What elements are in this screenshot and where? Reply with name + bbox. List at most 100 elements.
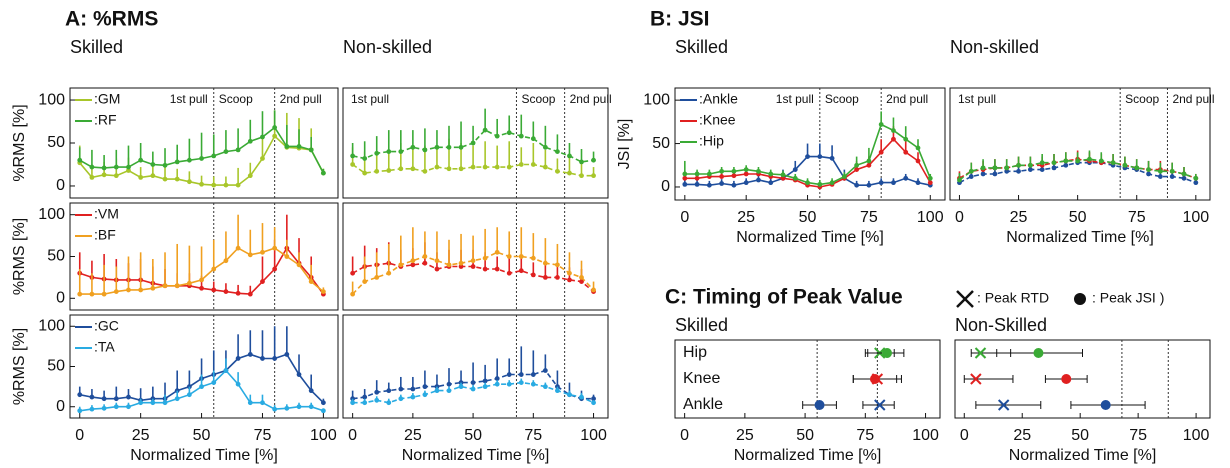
data-point <box>542 164 548 170</box>
data-point <box>579 279 584 284</box>
x-tick-label: 25 <box>404 427 422 444</box>
marker-cross <box>874 399 886 411</box>
data-point <box>296 144 302 149</box>
data-point <box>235 245 241 251</box>
data-point <box>272 245 278 251</box>
data-point <box>494 249 500 255</box>
series: :Ankle <box>680 91 933 188</box>
data-point <box>542 144 548 150</box>
x-tick-label: 50 <box>464 427 482 444</box>
data-point <box>518 380 524 385</box>
plot-frame <box>69 87 339 199</box>
data-point <box>731 168 737 174</box>
legend-label: :Ankle <box>699 91 738 107</box>
cross-stroke <box>874 399 886 411</box>
data-point <box>682 181 688 187</box>
data-point <box>386 149 392 154</box>
data-point <box>482 127 488 133</box>
panel-title: A: %RMS <box>65 8 158 31</box>
data-point <box>223 368 229 373</box>
data-point <box>1063 158 1069 164</box>
y-tick-label: 50 <box>47 134 65 151</box>
x-tick-label: 75 <box>860 209 878 226</box>
data-point <box>743 171 749 177</box>
data-point <box>915 180 921 186</box>
data-point <box>470 386 476 392</box>
panel: A: %RMS Skilled 1st pull Scoop 2nd pull 0 50 10… <box>11 8 339 199</box>
data-point <box>386 270 392 276</box>
data-point <box>579 159 584 165</box>
y-tick-label: 50 <box>47 358 65 375</box>
data-point <box>398 166 404 172</box>
data-point <box>284 144 290 149</box>
data-point <box>482 266 488 272</box>
data-point <box>272 406 278 412</box>
data-point <box>518 254 524 259</box>
data-point <box>579 274 584 280</box>
data-point <box>186 280 192 286</box>
data-point <box>854 162 860 168</box>
data-point <box>272 356 278 361</box>
data-point <box>320 170 326 176</box>
marker-dot <box>882 348 892 358</box>
data-point <box>768 180 774 186</box>
data-point <box>186 392 192 398</box>
data-point <box>530 255 536 261</box>
data-point <box>555 168 560 174</box>
legend-symbol <box>956 290 974 308</box>
x-tick-label: 0 <box>960 427 969 444</box>
y-tick-label: 50 <box>47 248 65 265</box>
legend-label: :RF <box>94 112 117 128</box>
data-point <box>1193 175 1199 181</box>
series: : Peak JSI ) <box>802 290 1164 410</box>
data-point <box>506 130 512 136</box>
data-point <box>567 392 572 398</box>
data-point <box>446 144 452 150</box>
data-point <box>530 381 536 387</box>
data-point <box>458 264 464 269</box>
series <box>963 347 1042 411</box>
data-point <box>915 145 921 151</box>
x-tick-label: 0 <box>348 427 357 444</box>
data-point <box>805 180 810 186</box>
data-point <box>470 264 476 269</box>
data-point <box>199 285 204 291</box>
data-point <box>780 172 786 178</box>
data-point <box>101 396 107 402</box>
data-point <box>530 136 536 142</box>
x-tick-label: 50 <box>799 209 817 226</box>
panel: 0 50 100 %RMS [%]:VM:BF <box>11 202 339 311</box>
x-axis-label: Normalized Time [%] <box>1009 447 1157 464</box>
data-point <box>458 384 464 390</box>
data-point <box>223 182 229 188</box>
data-point <box>494 266 500 272</box>
data-point <box>126 168 131 173</box>
data-point <box>174 159 180 165</box>
x-tick-label: 100 <box>310 427 337 444</box>
data-point <box>374 150 380 156</box>
data-point <box>150 285 156 291</box>
data-point <box>927 175 933 181</box>
x-axis-label: Normalized Time [%] <box>130 447 278 464</box>
data-point <box>805 154 810 159</box>
legend-label: :BF <box>94 227 116 243</box>
data-point <box>731 182 737 188</box>
x-tick-label: 100 <box>917 209 944 226</box>
data-point <box>446 262 452 268</box>
data-point <box>854 167 860 173</box>
data-point <box>398 262 404 268</box>
data-point <box>272 133 278 139</box>
phase-label: Scoop <box>825 92 859 106</box>
x-axis-label: Normalized Time [%] <box>402 447 550 464</box>
legend-symbol <box>1074 293 1086 305</box>
data-point <box>542 274 548 280</box>
plot-frame <box>342 314 609 419</box>
data-point <box>591 287 596 293</box>
data-point <box>162 162 168 168</box>
legend-label: :GC <box>94 318 119 334</box>
data-point <box>555 149 560 154</box>
data-point <box>530 372 536 377</box>
data-point <box>113 289 119 295</box>
data-point <box>706 182 712 188</box>
data-point <box>706 171 712 177</box>
